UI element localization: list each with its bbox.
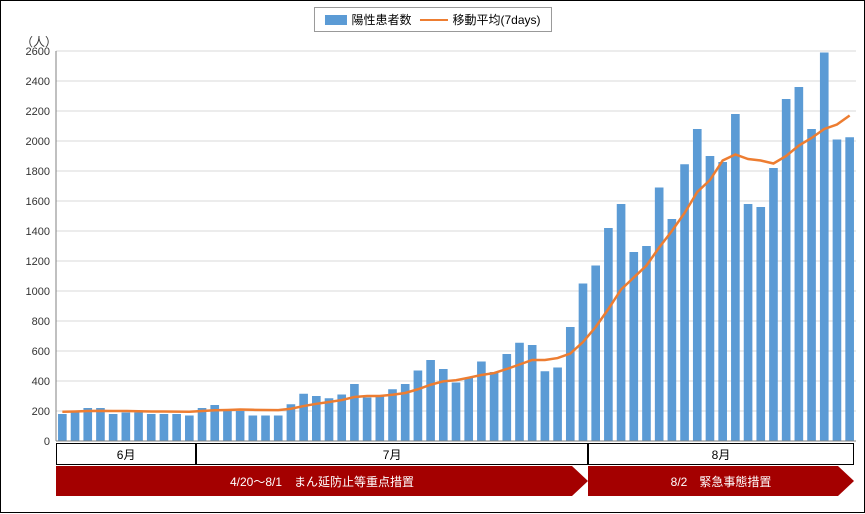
month-cell: 6月 [56, 443, 196, 465]
bar [731, 114, 740, 441]
annotation-label: 8/2 緊急事態措置 [671, 473, 772, 490]
bar [426, 360, 435, 441]
bar [782, 99, 791, 441]
bar [109, 414, 118, 441]
bar [769, 168, 778, 441]
plot-area: 0 200 400 600 800 1000 1200 1400 1600 1800 2000 220… [1, 1, 865, 514]
bar [122, 413, 131, 442]
bar [452, 383, 461, 442]
bar [96, 408, 105, 441]
bar [249, 416, 258, 442]
bar [350, 384, 359, 441]
bar [693, 129, 702, 441]
annotation-arrow: 4/20～8/1 まん延防止等重点措置 [56, 466, 588, 496]
y-tick-label: 1000 [26, 286, 50, 298]
bar [185, 416, 194, 442]
bar [223, 411, 232, 441]
bar [172, 414, 181, 441]
bar [58, 414, 67, 441]
bar [299, 394, 308, 441]
bar [261, 416, 270, 442]
y-tick-label: 400 [32, 376, 50, 388]
annotation-arrow: 8/2 緊急事態措置 [588, 466, 854, 496]
y-tick-label: 1400 [26, 226, 50, 238]
y-tick-label: 2400 [26, 76, 50, 88]
bar [414, 371, 423, 442]
legend-bar-label: 陽性患者数 [351, 11, 411, 28]
bar [795, 87, 804, 441]
legend: 陽性患者数 移動平均(7days) [313, 7, 551, 32]
y-tick-label: 800 [32, 316, 50, 328]
y-tick-label: 0 [44, 436, 50, 448]
bar [604, 228, 613, 441]
bar [274, 416, 283, 442]
y-tick-label: 2200 [26, 106, 50, 118]
bar [464, 378, 473, 441]
month-cell: 8月 [588, 443, 854, 465]
y-axis-unit: （人） [21, 33, 57, 50]
bar [134, 413, 143, 442]
bar [642, 246, 651, 441]
month-axis-row: 6月7月8月 [56, 443, 854, 465]
bar [566, 327, 575, 441]
bar [515, 343, 524, 441]
annotation-arrow-row: 4/20～8/1 まん延防止等重点措置 8/2 緊急事態措置 [56, 466, 854, 496]
y-tick-label: 1800 [26, 166, 50, 178]
bar [591, 266, 600, 442]
bar [756, 207, 765, 441]
legend-swatch-line [420, 19, 448, 21]
bar [83, 408, 92, 441]
bar [820, 53, 829, 442]
bar [160, 414, 169, 441]
legend-line-label: 移動平均(7days) [453, 11, 541, 28]
bar [668, 219, 677, 441]
bar [718, 162, 727, 441]
bar [147, 414, 156, 441]
annotation-label: 4/20～8/1 まん延防止等重点措置 [230, 473, 414, 490]
y-tick-label: 1600 [26, 196, 50, 208]
chart-container: 陽性患者数 移動平均(7days) （人） 0 200 400 600 800 1000 1… [0, 0, 865, 513]
bar [541, 371, 550, 441]
y-tick-label: 600 [32, 346, 50, 358]
bar [325, 398, 334, 441]
y-tick-label: 2000 [26, 136, 50, 148]
bar [553, 368, 562, 442]
bar [845, 137, 854, 441]
bar [833, 140, 842, 442]
bar [198, 408, 207, 441]
bar [655, 188, 664, 442]
bar [579, 284, 588, 442]
bar [617, 204, 626, 441]
bar [236, 411, 245, 441]
bar [388, 389, 397, 441]
bar [363, 398, 372, 442]
month-cell: 7月 [196, 443, 588, 465]
legend-swatch-bar [324, 15, 346, 25]
bar [706, 156, 715, 441]
bar [807, 129, 816, 441]
y-tick-label: 1200 [26, 256, 50, 268]
legend-item-line: 移動平均(7days) [420, 11, 541, 28]
bar [744, 204, 753, 441]
y-tick-label: 200 [32, 406, 50, 418]
bar [375, 396, 384, 441]
bar [71, 411, 80, 441]
bar [490, 372, 499, 441]
legend-item-bar: 陽性患者数 [324, 11, 411, 28]
